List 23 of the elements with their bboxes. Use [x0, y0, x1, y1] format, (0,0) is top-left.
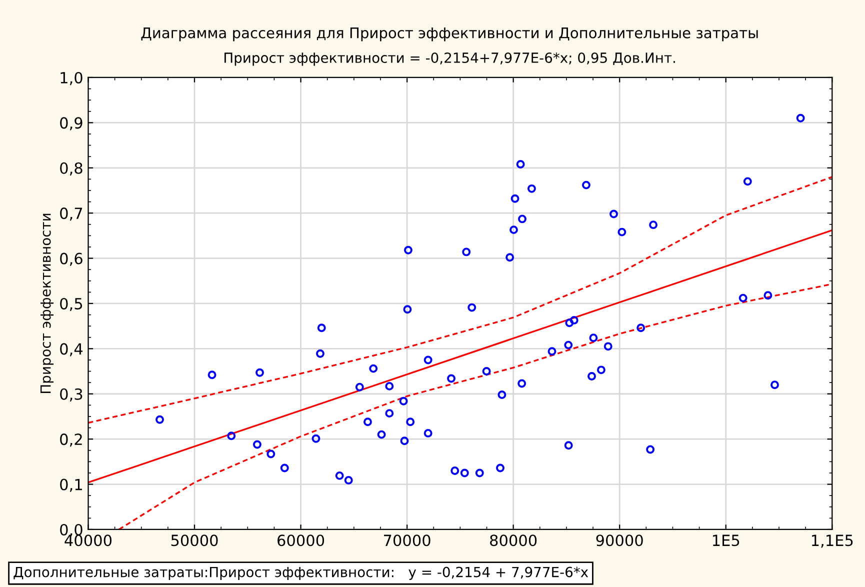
x-tick-label: 40000 [64, 534, 112, 546]
x-tick-label: 70000 [384, 534, 430, 546]
y-tick-label: 0,4 [60, 343, 83, 356]
y-tick-label: 0,8 [60, 162, 82, 176]
y-tick-label: 0,1 [60, 478, 82, 492]
y-tick-label: 0,5 [60, 298, 82, 312]
x-tick-label: 1,1E5 [812, 534, 853, 548]
y-tick-label: 0,0 [60, 524, 82, 538]
y-axis-title: Прирост эффективности [40, 214, 54, 393]
x-tick-label: 1E5 [712, 534, 740, 546]
x-tick-label: 80000 [490, 534, 537, 546]
x-tick-label: 60000 [278, 534, 324, 546]
x-tick-label: 90000 [596, 534, 643, 546]
y-tick-label: 0,3 [60, 388, 82, 402]
y-tick-label: 0,7 [60, 208, 82, 221]
y-tick-label: 1,0 [60, 72, 82, 86]
y-tick-label: 0,6 [60, 252, 82, 266]
y-tick-label: 0,9 [60, 117, 82, 130]
x-tick-label: 50000 [171, 534, 218, 546]
chart-subtitle: Прирост эффективности = -0,2154+7,977E-6*x; 0,95 Дов.Инт. [224, 52, 675, 66]
text: Дополнительные затраты:Прирост эффективности: y = -0,2154 + 7,977E-6*x [14, 566, 588, 580]
chart-title: Диаграмма рассеяния для Прирост эффективности и Дополнительные затраты [141, 28, 758, 42]
y-tick-label: 0,2 [60, 434, 82, 447]
